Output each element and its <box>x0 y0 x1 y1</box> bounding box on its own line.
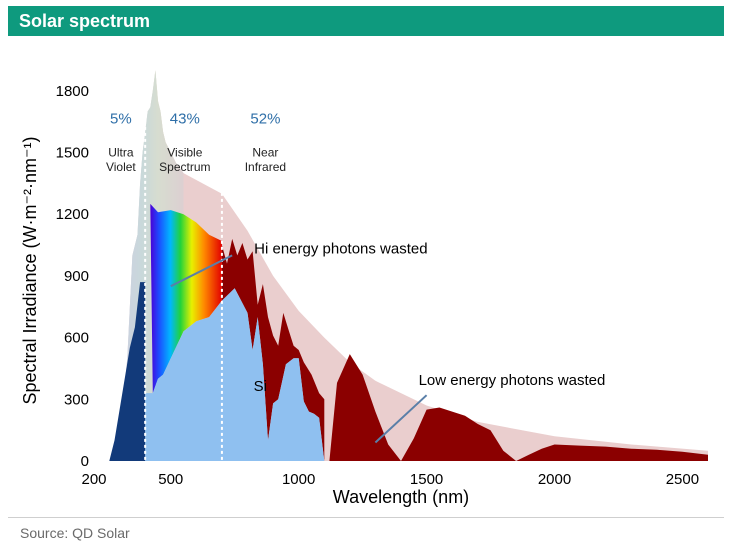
y-axis-title: Spectral Irradiance (W·m⁻²·nm⁻¹) <box>20 136 40 404</box>
silicon-used-area <box>145 288 325 461</box>
region-label-line2: Infrared <box>245 160 286 174</box>
region-label-line1: Visible <box>167 146 202 160</box>
spectrum-chart: 200 500 1000 1500 2000 2500 0 300 600 900 1200 1500… <box>20 70 709 507</box>
annotation-text: Hi energy photons wasted <box>254 240 427 257</box>
y-tick-label: 600 <box>64 330 89 347</box>
ultraviolet-area <box>109 282 146 461</box>
x-tick-label: 1000 <box>282 471 315 488</box>
y-tick-label: 1200 <box>56 206 89 223</box>
x-tick-label: 200 <box>81 471 106 488</box>
region-label-line1: Near <box>252 146 278 160</box>
silicon-label: Si <box>254 378 267 395</box>
y-tick-label: 1800 <box>56 83 89 100</box>
chart-header: Solar spectrum <box>8 6 724 36</box>
region-label-line1: Ultra <box>108 146 134 160</box>
y-tick-label: 300 <box>64 391 89 408</box>
region-label-line2: Spectrum <box>159 160 210 174</box>
x-tick-label: 2000 <box>538 471 571 488</box>
y-tick-label: 1500 <box>56 145 89 162</box>
low-energy-wasted-area <box>324 354 708 461</box>
x-tick-label: 1500 <box>410 471 443 488</box>
x-axis-title: Wavelength (nm) <box>333 487 469 507</box>
source-note: Source: QD Solar <box>20 525 130 541</box>
annotation-text: Low energy photons wasted <box>419 372 606 389</box>
plot-area <box>109 70 709 462</box>
infrared-wasted-peaks <box>221 238 325 461</box>
y-tick-label: 900 <box>64 268 89 285</box>
annotation-pointer <box>374 394 428 444</box>
region-percent: 52% <box>250 111 280 128</box>
footer-divider <box>8 517 724 518</box>
hi-energy-wasted-area <box>150 203 222 394</box>
region-percent: 43% <box>170 111 200 128</box>
region-percent: 5% <box>110 111 132 128</box>
y-tick-label: 0 <box>81 453 89 470</box>
axes: 200 500 1000 1500 2000 2500 0 300 600 900 1200 1500… <box>20 83 699 507</box>
region-label-line2: Violet <box>106 160 136 174</box>
annotation-pointer <box>170 254 233 288</box>
x-tick-label: 2500 <box>666 471 699 488</box>
x-tick-label: 500 <box>158 471 183 488</box>
